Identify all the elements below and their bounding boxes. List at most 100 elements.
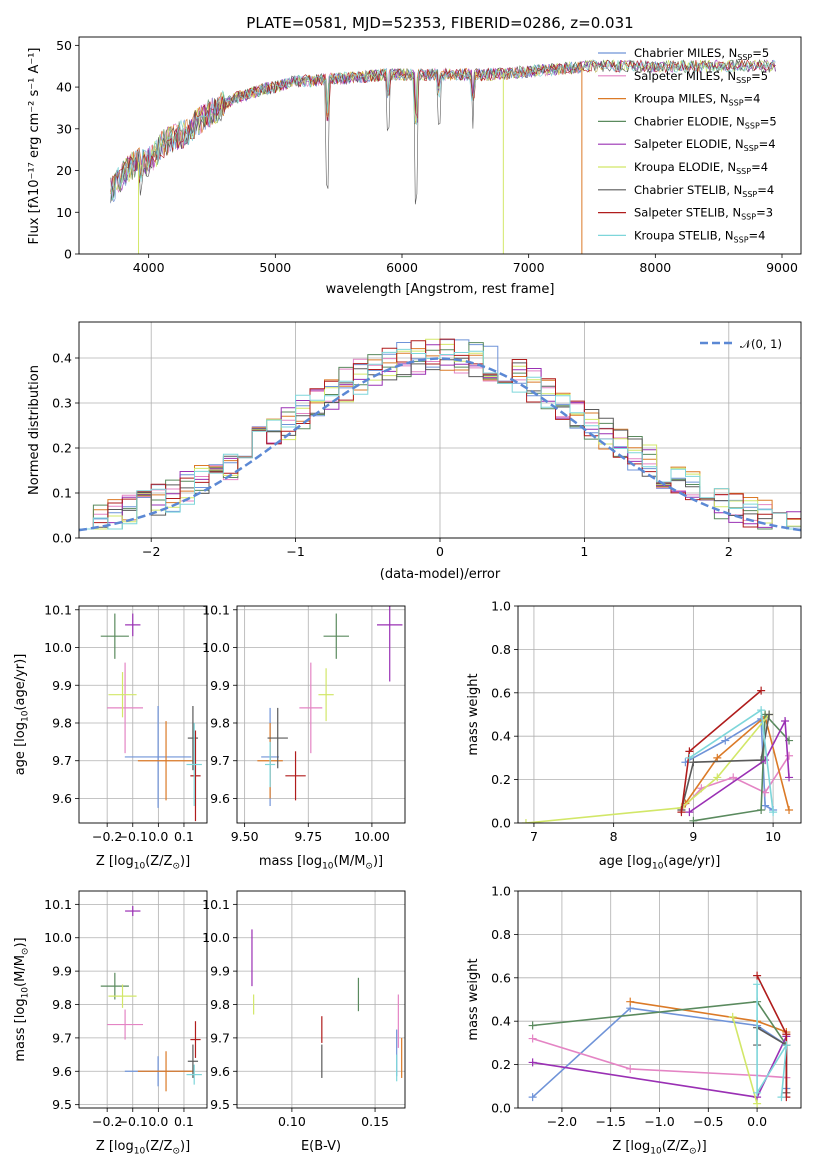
x-label-main: Z [log: [96, 854, 134, 869]
x-tick-label: −1: [286, 544, 304, 559]
legend-name: Chabrier ELODIE, N: [634, 114, 745, 128]
x-label-end: )]: [180, 854, 190, 869]
panel-mass_vs_EBV: 0.10 0.15 9.5 9.6 9.7 9.8 9.9 10.0 10.1 E(B-V): [202, 890, 406, 1154]
x-label-tail: (M/M: [334, 854, 366, 869]
y-axis-label: mass [log10(M/M⊙)]: [13, 937, 31, 1061]
y-axis-label: Flux [fλ10⁻¹⁷ erg cm⁻² s⁻¹ A⁻¹]: [27, 48, 42, 245]
weight-marker-salpeter_elodie: [685, 808, 694, 817]
weight-marker-kroupa_elodie: [753, 1099, 762, 1108]
weight-marker-kroupa_stelib: [685, 753, 694, 762]
x-tick-label: −1.5: [596, 1114, 626, 1129]
x-tick-label: 4000: [133, 260, 165, 275]
weight-marker-kroupa_stelib: [753, 1088, 762, 1097]
x-tick-label: −0.1: [118, 829, 148, 844]
panel-weight_vs_Z: −2.0 −1.5 −1.0 −0.5 0.0 0.0 0.2 0.4 0.6 0.8 1.0 Z […: [466, 884, 802, 1157]
panel-mass_vs_Z: −0.2−0.1 0.0 0.1 9.5 9.6 9.7 9.8 9.9 10.0 10.1 Z […: [13, 890, 208, 1157]
legend-sub: SSP: [742, 190, 757, 199]
axes-frame: [517, 605, 802, 824]
weight-marker-salpeter_stelib: [677, 808, 686, 817]
y-tick-label: 10.1: [202, 897, 230, 912]
weight-marker-salpeter_stelib: [782, 1030, 791, 1039]
weight-marker-kroupa_miles: [626, 997, 635, 1006]
grid: [79, 606, 207, 823]
y-tick-label: 10.0: [202, 640, 230, 655]
spectrum-line-salpeter_stelib: [110, 59, 776, 192]
legend-name: Salpeter ELODIE, N: [634, 137, 744, 151]
y-tick-label: 0.0: [491, 816, 511, 831]
axes-frame: [517, 890, 802, 1109]
y-tick-label: 10.1: [202, 602, 230, 617]
axes-frame: [78, 605, 208, 824]
weight-marker-chabrier_elodie: [689, 816, 698, 823]
sun-symbol: ⊙: [172, 1147, 180, 1157]
y-tick-label: 0.2: [52, 441, 72, 456]
spectrum-line-kroupa_stelib: [110, 59, 776, 201]
y-tick-label: 9.6: [210, 1064, 230, 1079]
weight-marker-salpeter_miles: [528, 1034, 537, 1043]
y-tick-label: 0.4: [491, 1014, 511, 1029]
legend-entry: Chabrier STELIB, NSSP=4: [634, 183, 774, 199]
weight-marker-salpeter_elodie: [785, 773, 794, 782]
x-tick-label: 0: [436, 544, 444, 559]
legend-tail: =4: [749, 228, 766, 242]
weight-marker-kroupa_stelib: [757, 706, 766, 715]
panel-age_vs_mass: 9.50 9.75 10.00 9.6 9.7 9.8 9.9 10.0 10.1 mass [l…: [202, 602, 406, 872]
sun-symbol: ⊙: [172, 862, 180, 872]
legend-sub: SSP: [744, 144, 759, 153]
y-label-main: mass [log: [13, 998, 28, 1061]
weight-marker-kroupa_miles: [713, 753, 722, 762]
x-tick-label: 9.50: [231, 829, 259, 844]
x-tick-label: 8000: [639, 260, 671, 275]
y-tick-label: 9.7: [210, 753, 230, 768]
y-label-tail: (M/M: [13, 955, 28, 987]
axes-frame: [236, 890, 406, 1109]
panel-age_vs_Z: −0.2−0.1 0.0 0.1 9.6 9.7 9.8 9.9 10.0 10.1 Z [log…: [13, 602, 208, 872]
y-tick-label: 1.0: [491, 599, 511, 614]
x-label-sub: 10: [650, 1147, 662, 1157]
legend-entry: Salpeter MILES, NSSP=5: [634, 69, 768, 85]
x-axis-label: E(B-V): [301, 1139, 341, 1154]
x-tick-label: 10: [765, 829, 781, 844]
weight-marker-kroupa_elodie: [713, 773, 722, 782]
grid: [237, 891, 405, 1108]
legend-entry: Salpeter ELODIE, NSSP=4: [634, 137, 776, 153]
x-label-sub: 10: [322, 862, 334, 872]
y-tick-label: 9.6: [52, 1064, 72, 1079]
legend-entry: Chabrier ELODIE, NSSP=5: [634, 114, 777, 130]
x-axis-label: mass [log10(M/M⊙)]: [259, 854, 383, 872]
y-label-tail: (age/yr)]: [13, 654, 28, 711]
x-axis-label: Z [log10(Z/Z⊙)]: [612, 1139, 706, 1157]
weight-marker-chabrier_miles: [528, 1093, 537, 1102]
y-tick-label: 10.0: [202, 930, 230, 945]
x-label-end: )]: [697, 1139, 707, 1154]
x-axis-label: wavelength [Angstrom, rest frame]: [326, 282, 555, 297]
weight-marker-salpeter_miles: [785, 751, 794, 760]
x-tick-label: 6000: [386, 260, 418, 275]
y-tick-label: 9.7: [52, 1030, 72, 1045]
histogram-chabrier_stelib: [79, 357, 801, 530]
panel-residuals: −2 −1 0 1 2 0.0 0.1 0.2 0.3 0.4 (data-model)/error…: [27, 321, 802, 582]
y-tick-label: 9.7: [210, 1030, 230, 1045]
weight-marker-kroupa_stelib: [782, 1041, 791, 1050]
grid: [237, 606, 405, 823]
axes-frame: [236, 605, 406, 824]
x-tick-label: −2: [142, 544, 160, 559]
legend-sub: SSP: [734, 235, 749, 244]
x-tick-label: 0.0: [148, 1114, 168, 1129]
y-tick-label: 0.1: [52, 486, 72, 501]
x-tick-label: 9000: [766, 260, 798, 275]
x-tick-label: 7: [530, 829, 538, 844]
x-axis-label: Z [log10(Z/Z⊙)]: [96, 1139, 190, 1157]
legend-entry: Chabrier MILES, NSSP=5: [634, 46, 769, 62]
y-tick-label: 9.9: [52, 678, 72, 693]
y-tick-label: 1.0: [491, 884, 511, 899]
axes-frame: [78, 321, 802, 539]
x-tick-label: 0.10: [278, 1114, 306, 1129]
weight-marker-kroupa_miles: [785, 805, 794, 814]
x-tick-label: 9: [689, 829, 697, 844]
y-tick-label: 20: [56, 163, 72, 178]
weight-line-salpeter_elodie: [688, 718, 790, 813]
y-tick-label: 0.8: [491, 642, 511, 657]
legend-tail: =3: [756, 206, 773, 220]
x-label-tail: (Z/Z: [145, 854, 172, 869]
